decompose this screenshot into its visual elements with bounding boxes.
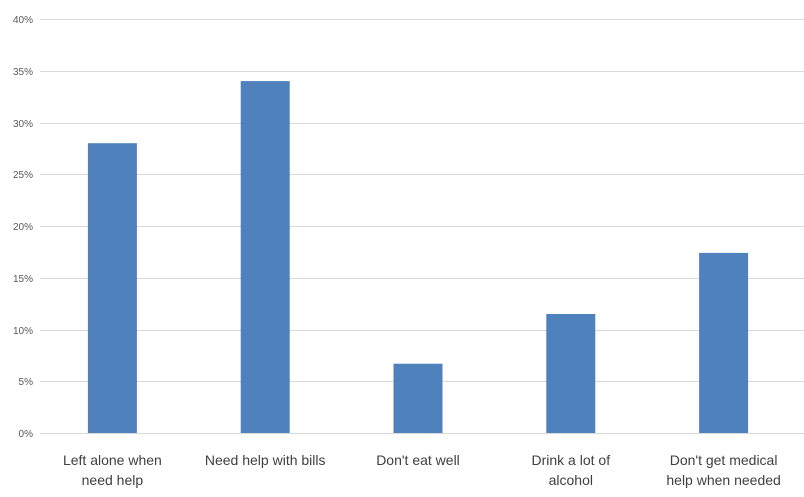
y-tick-label: 20% <box>13 222 33 233</box>
x-tick-label: Don't get medical help when needed <box>666 452 780 488</box>
y-axis-tick-labels: 0% 5% 10% 15% 20% 25% 30% 35% 40% <box>13 15 33 440</box>
y-tick-label: 35% <box>13 67 33 78</box>
x-tick-label: Need help with bills <box>205 452 326 468</box>
x-tick-label: Don't eat well <box>376 452 460 468</box>
y-tick-label: 25% <box>13 170 33 181</box>
y-tick-label: 40% <box>13 15 33 26</box>
bar <box>546 314 596 433</box>
y-tick-label: 5% <box>19 377 34 388</box>
gridlines <box>40 19 804 434</box>
bars <box>87 81 749 433</box>
x-axis-tick-labels: Left alone when need help Need help with b… <box>63 452 781 488</box>
bar <box>87 143 137 433</box>
bar <box>699 252 749 433</box>
y-tick-label: 15% <box>13 274 33 285</box>
x-tick-label: Left alone when need help <box>63 452 162 488</box>
y-tick-label: 0% <box>19 429 34 440</box>
bar <box>393 363 443 433</box>
bar <box>240 81 290 433</box>
x-tick-label: Drink a lot of alcohol <box>532 452 611 488</box>
y-tick-label: 30% <box>13 119 33 130</box>
y-tick-label: 10% <box>13 326 33 337</box>
